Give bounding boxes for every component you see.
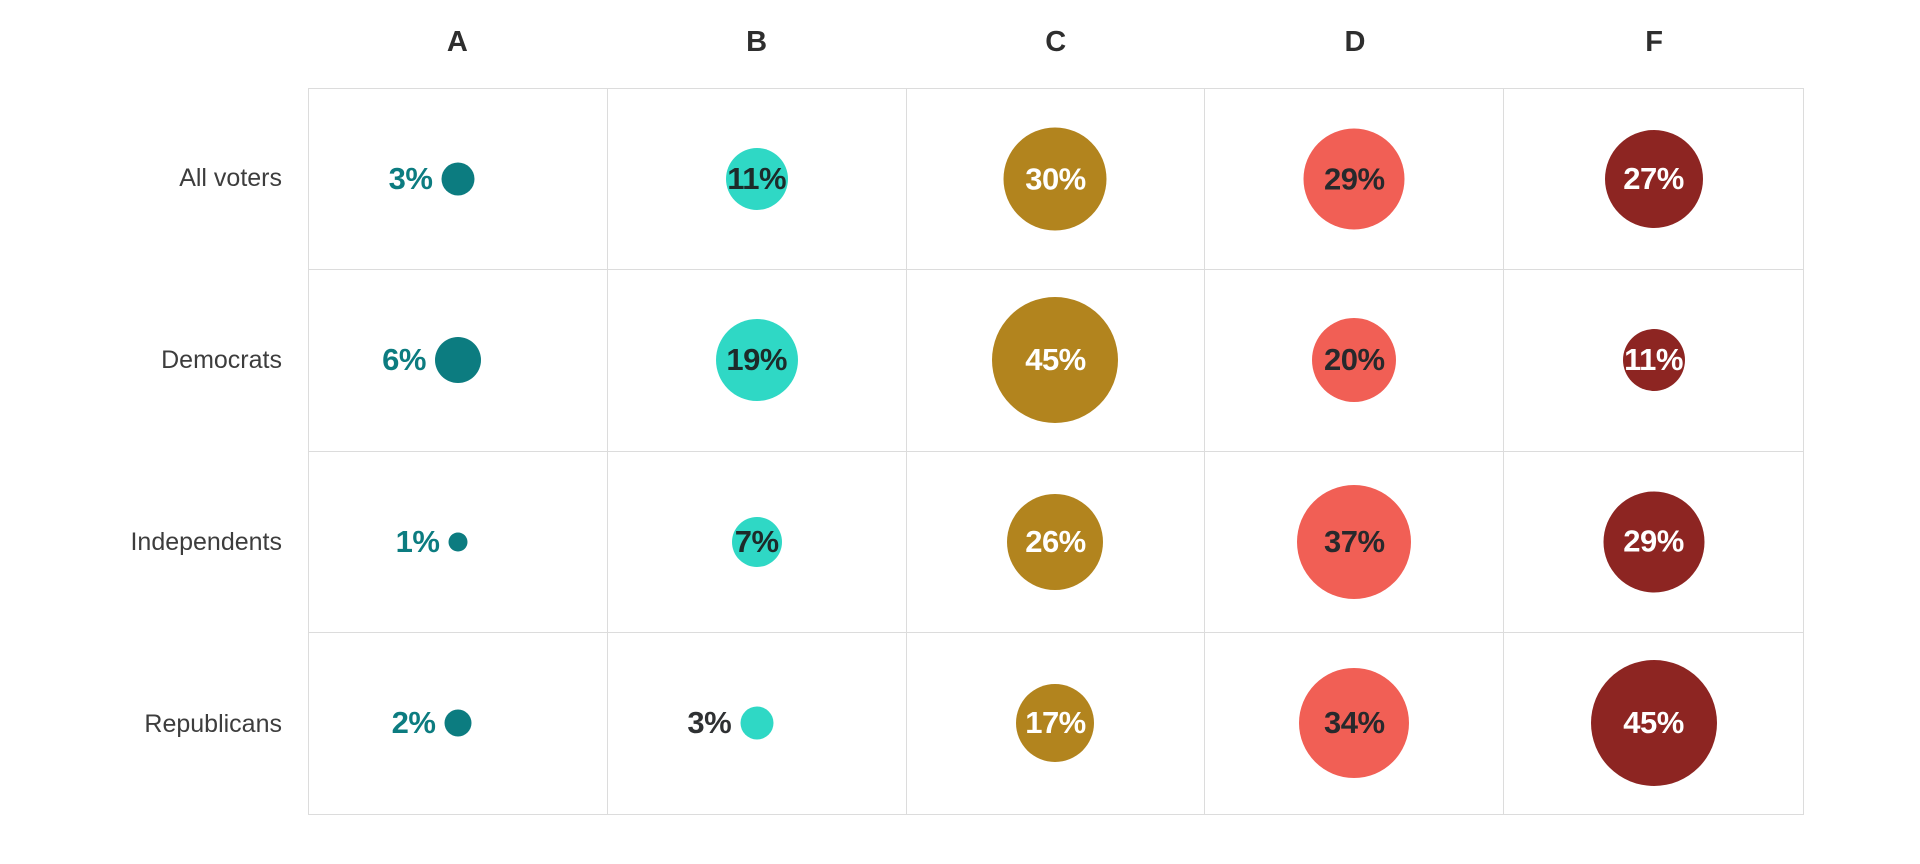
- cell-all-voters-grade-F: 27%: [1504, 89, 1803, 271]
- value-label: 45%: [1623, 705, 1684, 741]
- bubble-F-29pct: 29%: [1603, 491, 1705, 593]
- cell-all-voters-grade-C: 30%: [906, 89, 1206, 271]
- cell-republicans-grade-A: 2%: [309, 632, 608, 814]
- column-header-D: D: [1344, 25, 1366, 58]
- bubble-A-6pct: [434, 337, 481, 384]
- bubble-D-34pct: 34%: [1299, 668, 1410, 779]
- bubble-C-26pct: 26%: [1007, 493, 1104, 590]
- cell-independents-grade-C: 26%: [906, 451, 1206, 633]
- cell-republicans-grade-C: 17%: [906, 632, 1206, 814]
- cell-democrats-grade-B: 19%: [607, 270, 907, 452]
- column-header-A: A: [446, 25, 469, 58]
- value-label: 45%: [1025, 342, 1086, 378]
- column-header-F: F: [1645, 25, 1664, 58]
- value-label: 3%: [687, 705, 732, 741]
- row-label-republicans: Republicans: [144, 709, 282, 738]
- bubble-A-3pct: [441, 162, 475, 196]
- value-label: 27%: [1623, 161, 1684, 197]
- bubble-A-1pct: [448, 532, 468, 552]
- cell-all-voters-grade-A: 3%: [309, 89, 608, 271]
- value-label: 1%: [395, 523, 440, 559]
- value-label: 17%: [1025, 705, 1086, 741]
- value-label: 11%: [1624, 342, 1683, 378]
- row-label-independents: Independents: [130, 527, 282, 556]
- cell-democrats-grade-C: 45%: [906, 270, 1206, 452]
- bubble-C-45pct: 45%: [992, 297, 1119, 424]
- bubble-B-11pct: 11%: [725, 148, 788, 211]
- value-label: 11%: [727, 161, 787, 197]
- row-label-all-voters: All voters: [179, 164, 282, 193]
- bubble-D-37pct: 37%: [1297, 484, 1412, 599]
- value-label: 6%: [382, 342, 426, 378]
- cell-independents-grade-A: 1%: [309, 451, 608, 633]
- bubble-A-2pct: [444, 709, 472, 737]
- cell-democrats-grade-A: 6%: [309, 270, 608, 452]
- bubble-C-17pct: 17%: [1016, 684, 1095, 763]
- row-labels: All voters Democrats Independents Republica…: [0, 88, 294, 815]
- bubble-D-20pct: 20%: [1312, 318, 1397, 403]
- cell-independents-grade-D: 37%: [1205, 451, 1505, 633]
- cell-republicans-grade-D: 34%: [1205, 632, 1505, 814]
- value-label: 19%: [726, 342, 787, 378]
- cell-all-voters-grade-D: 29%: [1205, 89, 1505, 271]
- bubble-C-30pct: 30%: [1003, 127, 1107, 231]
- cell-independents-grade-B: 7%: [607, 451, 907, 633]
- cell-independents-grade-F: 29%: [1504, 451, 1803, 633]
- grade-grid: 3% 11% 30% 29% 27% 6% 19% 45% 20% 11% 1% 7% 26% 37% 29…: [308, 88, 1804, 815]
- bubble-F-27pct: 27%: [1604, 130, 1703, 229]
- value-label: 29%: [1623, 523, 1684, 559]
- bubble-D-29pct: 29%: [1303, 128, 1405, 230]
- value-label: 37%: [1324, 523, 1385, 559]
- bubble-F-45pct: 45%: [1590, 660, 1717, 787]
- value-label: 7%: [734, 523, 779, 559]
- cell-democrats-grade-F: 11%: [1504, 270, 1803, 452]
- column-header-B: B: [746, 25, 768, 58]
- cell-democrats-grade-D: 20%: [1205, 270, 1505, 452]
- value-label: 20%: [1324, 342, 1385, 378]
- value-label: 26%: [1025, 523, 1086, 559]
- value-label: 34%: [1324, 705, 1385, 741]
- bubble-B-19pct: 19%: [715, 319, 798, 402]
- bubble-F-11pct: 11%: [1622, 329, 1685, 392]
- cell-republicans-grade-B: 3%: [607, 632, 907, 814]
- cell-all-voters-grade-B: 11%: [607, 89, 907, 271]
- column-header-C: C: [1045, 25, 1067, 58]
- value-label: 30%: [1025, 161, 1086, 197]
- value-label: 2%: [391, 705, 436, 741]
- value-label: 29%: [1324, 161, 1385, 197]
- row-label-democrats: Democrats: [161, 346, 282, 375]
- cell-republicans-grade-F: 45%: [1504, 632, 1803, 814]
- bubble-B-3pct: [740, 706, 774, 740]
- bubble-B-7pct: 7%: [731, 516, 782, 567]
- value-label: 3%: [388, 161, 433, 197]
